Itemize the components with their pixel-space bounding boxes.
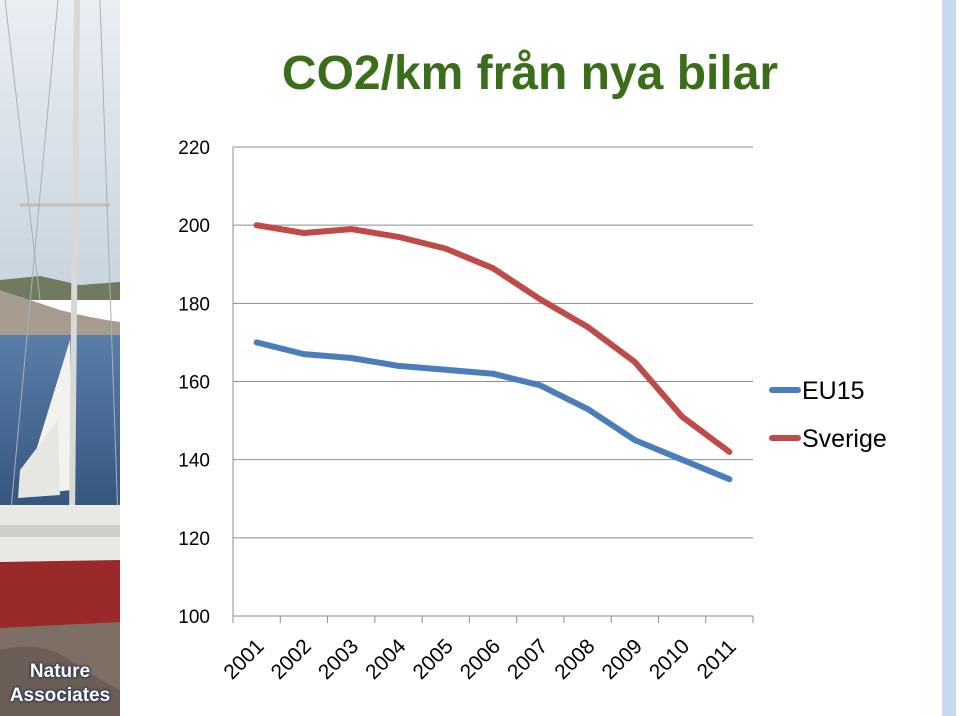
y-tick-label: 140 (178, 451, 210, 472)
x-tick-label: 2002 (267, 635, 316, 684)
y-tick-label: 220 (178, 138, 210, 159)
y-tick-labels: 100 120 140 160 180 200 220 (178, 138, 210, 628)
series-line-sverige (253, 222, 733, 455)
chart-title: CO2/km från nya bilar (281, 47, 779, 100)
x-tick-label: 2009 (598, 635, 647, 684)
x-tick-label: 2005 (408, 635, 457, 684)
y-tick-label: 120 (178, 529, 210, 550)
legend: EU15 Sverige (769, 377, 887, 453)
brand-line-1: Nature (29, 661, 91, 682)
x-tick-label: 2011 (693, 635, 741, 683)
x-tick-labels: 2001200220032004200520062007200820092010… (219, 635, 740, 685)
x-tick-label: 2008 (550, 635, 599, 684)
brand-line-2: Associates (9, 685, 111, 706)
gridlines (233, 146, 753, 539)
brand-label: Nature Associates (0, 660, 120, 708)
y-tick-label: 180 (178, 294, 210, 315)
y-tick-label: 200 (178, 216, 210, 237)
y-tick-label: 160 (178, 373, 210, 394)
sailboat-photo (0, 0, 120, 716)
side-accent-bar (942, 0, 956, 716)
legend-label-sverige: Sverige (802, 425, 887, 453)
legend-label-eu15: EU15 (802, 377, 865, 405)
x-tick-label: 2003 (314, 635, 363, 684)
x-tick-label: 2010 (645, 635, 694, 684)
y-tick-label: 100 (178, 607, 210, 628)
x-tick-label: 2007 (503, 635, 552, 684)
axes (232, 147, 754, 623)
series-line-eu15 (253, 339, 733, 483)
series-lines (253, 222, 733, 483)
x-tick-label: 2004 (361, 635, 411, 685)
x-tick-label: 2006 (456, 635, 505, 684)
x-tick-label: 2001 (219, 635, 268, 684)
